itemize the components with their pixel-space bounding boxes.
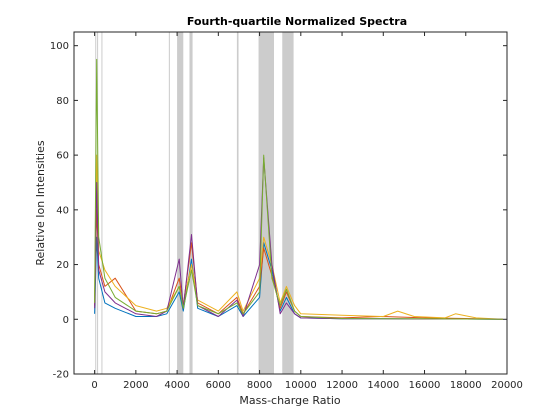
x-tick-label-0: 0 — [91, 380, 97, 391]
y-tick-label-6: 100 — [50, 41, 69, 52]
y-tick-label-5: 80 — [56, 96, 69, 107]
x-tick-label-7: 14000 — [367, 380, 399, 391]
highlight-region-4 — [177, 32, 184, 374]
x-tick-label-3: 6000 — [206, 380, 231, 391]
x-tick-label-1: 2000 — [123, 380, 148, 391]
highlight-region-8 — [282, 32, 294, 374]
y-tick-label-2: 20 — [56, 260, 69, 271]
y-tick-label-1: 0 — [63, 315, 69, 326]
y-tick-label-3: 40 — [56, 205, 69, 216]
x-tick-label-6: 12000 — [326, 380, 358, 391]
highlight-region-7 — [258, 32, 275, 374]
x-axis-label: Mass-charge Ratio — [239, 394, 341, 407]
series-lines — [94, 58, 503, 320]
plot-border — [73, 31, 508, 375]
series-line-2 — [94, 154, 503, 320]
series-line-4 — [94, 58, 503, 320]
highlight-region-6 — [236, 32, 239, 374]
y-axis-ticks: -20 0 20 40 60 80 100 — [50, 41, 507, 381]
series-line-3 — [94, 157, 503, 320]
x-tick-label-2: 4000 — [164, 380, 189, 391]
highlight-region-3 — [168, 32, 170, 374]
y-tick-label-4: 60 — [56, 151, 69, 162]
x-tick-label-5: 10000 — [285, 380, 317, 391]
x-axis-ticks: 0 2000 4000 6000 8000 10000 12000 14000 16000 180… — [91, 32, 523, 391]
x-tick-label-8: 16000 — [409, 380, 441, 391]
highlight-region-2 — [101, 32, 103, 374]
x-tick-label-9: 18000 — [450, 380, 482, 391]
plot-area — [73, 31, 508, 375]
y-axis-label: Relative Ion Intensities — [34, 140, 47, 265]
y-tick-label-0: -20 — [53, 370, 69, 381]
highlight-region-5 — [189, 32, 193, 374]
x-tick-label-10: 20000 — [491, 380, 523, 391]
x-tick-label-4: 8000 — [247, 380, 272, 391]
chart-title: Fourth-quartile Normalized Spectra — [187, 15, 407, 28]
